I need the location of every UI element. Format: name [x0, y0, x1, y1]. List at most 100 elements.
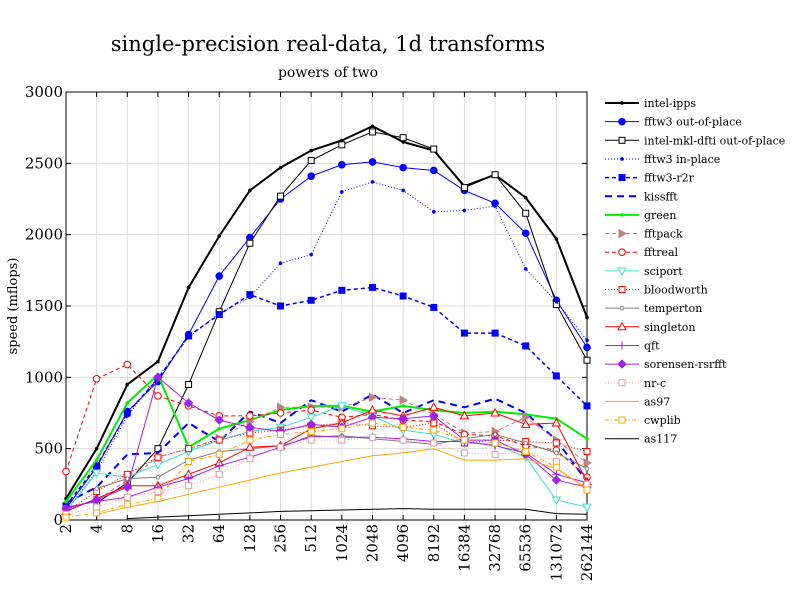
point	[278, 261, 283, 266]
y-tick-label: 3000	[25, 83, 63, 101]
point	[215, 450, 223, 458]
point	[246, 455, 254, 463]
x-tick-label: 128	[241, 524, 259, 553]
point	[94, 446, 99, 451]
x-tick-label: 16384	[455, 524, 473, 572]
point	[93, 509, 101, 517]
point	[618, 117, 626, 126]
series-line	[96, 448, 588, 515]
point	[185, 380, 193, 388]
series-line	[65, 422, 588, 512]
point	[217, 234, 222, 238]
point	[277, 192, 285, 200]
legend-label: bloodworth	[644, 284, 708, 297]
point	[620, 157, 624, 161]
legend-entry: temperton	[605, 302, 702, 315]
point	[123, 493, 131, 501]
point	[584, 466, 590, 471]
point	[246, 239, 254, 247]
y-tick-label: 2000	[25, 226, 63, 244]
axes: 0 500 1000 1500 2000 2500 3000 2 4 8 16 32 64 128 256 5…	[25, 83, 596, 581]
point	[336, 402, 347, 411]
legend-entry: fftw3-r2r	[605, 172, 695, 185]
point	[277, 430, 285, 438]
x-tick-label: 131072	[547, 524, 565, 581]
point	[215, 436, 223, 444]
point	[156, 359, 160, 364]
series-line	[127, 508, 588, 520]
point	[522, 342, 530, 350]
point	[491, 171, 499, 179]
point	[246, 291, 254, 299]
point	[154, 392, 162, 400]
point	[430, 419, 438, 427]
point	[583, 343, 591, 352]
legend-entry: fftreal	[605, 246, 679, 259]
point	[64, 499, 68, 504]
point	[248, 188, 252, 193]
point	[523, 440, 529, 446]
point	[401, 404, 405, 408]
point	[520, 419, 531, 428]
point	[582, 503, 592, 513]
legend-label: cwplib	[644, 414, 681, 427]
point	[551, 475, 562, 485]
point	[429, 411, 439, 421]
point	[92, 374, 101, 383]
point	[617, 321, 627, 331]
point	[276, 409, 285, 417]
series-line	[65, 376, 588, 510]
point	[490, 407, 500, 417]
legend-label: qft	[644, 339, 660, 352]
point	[153, 372, 163, 383]
legend-entry: intel-ipps	[605, 97, 696, 110]
point	[91, 469, 102, 478]
series-line	[65, 286, 588, 507]
legend: intel-ipps fftw3 out-of-place intel-mkl-df…	[605, 97, 785, 446]
point	[493, 204, 497, 208]
point	[94, 458, 99, 462]
point	[617, 267, 627, 276]
point	[338, 141, 346, 149]
point	[277, 443, 285, 451]
y-tick-label: 2500	[25, 154, 63, 172]
point	[155, 474, 161, 480]
series-green	[64, 372, 589, 504]
point	[399, 423, 407, 431]
legend-label: sorensen-rsrfft	[644, 358, 727, 371]
point	[585, 315, 589, 320]
point	[367, 405, 378, 414]
point	[307, 172, 315, 180]
x-tick-label: 64	[210, 524, 228, 543]
point	[215, 311, 223, 319]
point	[462, 208, 467, 213]
legend-label: fftw3 out-of-place	[644, 116, 742, 129]
point	[583, 486, 591, 494]
point	[278, 165, 283, 170]
point	[618, 136, 626, 144]
point	[399, 134, 407, 142]
point	[523, 267, 528, 271]
legend-entry: nr-c	[605, 377, 666, 390]
legend-label: fftw3 in-place	[644, 153, 720, 166]
point	[123, 500, 131, 508]
point	[183, 398, 194, 408]
point	[154, 453, 162, 461]
series-line	[65, 181, 588, 512]
point	[154, 495, 162, 503]
point	[309, 252, 313, 257]
point	[185, 458, 193, 466]
point	[583, 480, 591, 488]
point	[399, 395, 409, 406]
legend-label: fftreal	[644, 246, 679, 259]
legend-label: fftw3-r2r	[644, 172, 695, 185]
point	[491, 439, 499, 447]
series-as117	[127, 508, 588, 520]
point	[368, 283, 376, 291]
x-tick-label: 2	[57, 524, 75, 534]
legend-entry: intel-mkl-dfti out-of-place	[605, 134, 785, 147]
point	[185, 332, 193, 340]
series-line	[65, 405, 588, 512]
legend-entry: fftpack	[605, 228, 683, 241]
x-tick-label: 512	[302, 524, 320, 553]
